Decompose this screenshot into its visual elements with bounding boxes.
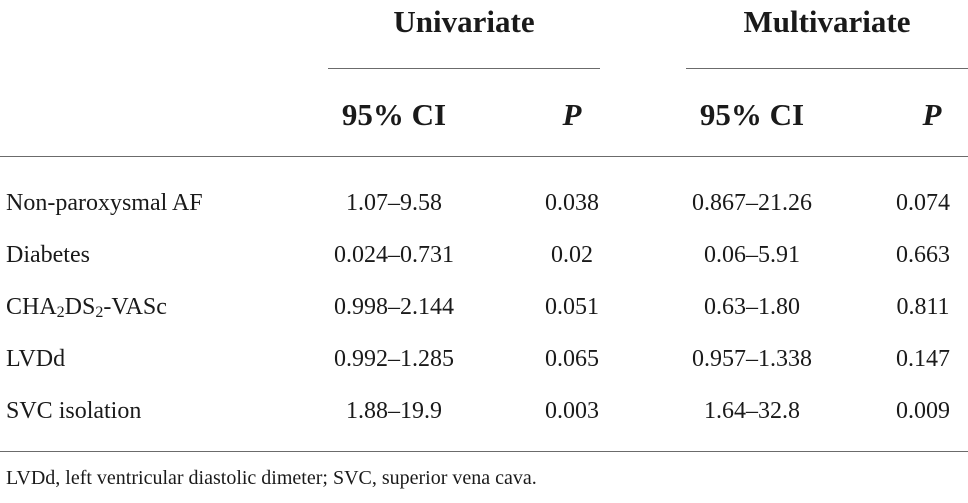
multivariate-p-value: 0.147 [896,346,950,372]
table-footnote: LVDd, left ventricular diastolic dimeter… [6,467,537,489]
multivariate-ci-value: 0.06–5.91 [704,242,800,268]
multivariate-ci-value: 0.957–1.338 [692,346,812,372]
row-label: CHA2DS2-VASc [6,294,167,321]
group-header-multivariate: Multivariate [743,4,911,39]
table-row: LVDd 0.992–1.285 0.065 0.957–1.338 0.147 [0,333,968,385]
header-divider [0,156,968,157]
univariate-ci-value: 0.998–2.144 [334,294,454,320]
row-label: Non-paroxysmal AF [6,190,203,216]
group-rule-multivariate [686,68,968,69]
group-header-univariate: Univariate [393,4,535,39]
multivariate-p-value: 0.074 [896,190,950,216]
footer-divider [0,451,968,452]
univariate-ci-value: 1.88–19.9 [346,398,442,424]
univariate-ci-value: 0.992–1.285 [334,346,454,372]
univariate-p-value: 0.003 [545,398,599,424]
row-label: LVDd [6,346,66,372]
multivariate-p-value: 0.663 [896,242,950,268]
multivariate-ci-value: 0.63–1.80 [704,294,800,320]
col-header-univariate-p: P [562,97,582,132]
row-label: Diabetes [6,242,90,268]
univariate-ci-value: 0.024–0.731 [334,242,454,268]
col-header-multivariate-ci: 95% CI [699,97,805,132]
univariate-ci-value: 1.07–9.58 [346,190,442,216]
table-row: Non-paroxysmal AF 1.07–9.58 0.038 0.867–… [0,177,968,229]
group-rule-univariate [328,68,600,69]
univariate-p-value: 0.051 [545,294,599,320]
multivariate-ci-value: 0.867–21.26 [692,190,812,216]
univariate-p-value: 0.038 [545,190,599,216]
multivariate-ci-value: 1.64–32.8 [704,398,800,424]
col-header-univariate-ci: 95% CI [341,97,447,132]
table-row: SVC isolation 1.88–19.9 0.003 1.64–32.8 … [0,385,968,437]
table-row: CHA2DS2-VASc 0.998–2.144 0.051 0.63–1.80… [0,281,968,333]
multivariate-p-value: 0.811 [896,294,950,320]
row-label: SVC isolation [6,398,142,424]
univariate-p-value: 0.02 [551,242,593,268]
table-row: Diabetes 0.024–0.731 0.02 0.06–5.91 0.66… [0,229,968,281]
univariate-p-value: 0.065 [545,346,599,372]
multivariate-p-value: 0.009 [896,398,950,424]
col-header-multivariate-p: P [922,97,942,132]
